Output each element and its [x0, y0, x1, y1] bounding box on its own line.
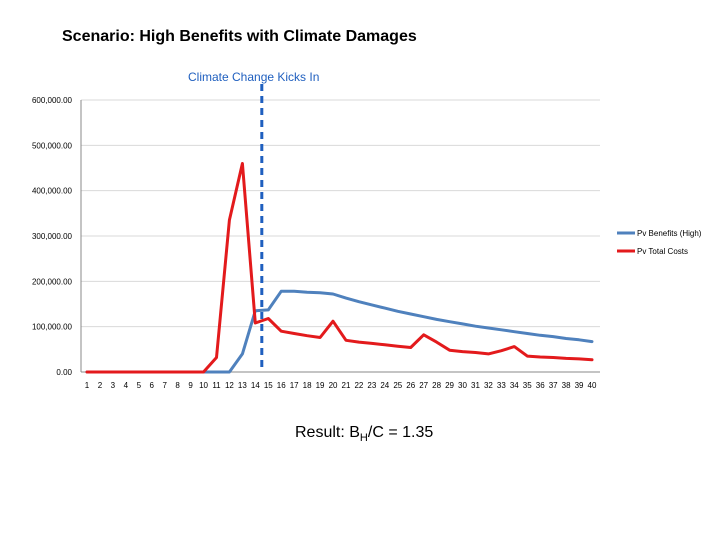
result-prefix: Result: B	[295, 424, 360, 441]
annotation-label: Climate Change Kicks In	[188, 70, 320, 84]
y-tick-label: 600,000.00	[32, 96, 73, 105]
x-tick-label: 25	[393, 381, 402, 390]
x-tick-label: 13	[238, 381, 247, 390]
x-tick-label: 1	[85, 381, 90, 390]
legend: Pv Benefits (High) Pv Total Costs	[617, 229, 702, 256]
result-text: Result: BH/C = 1.35	[295, 424, 433, 444]
x-tick-label: 6	[150, 381, 155, 390]
legend-label: Pv Total Costs	[637, 247, 688, 256]
x-tick-label: 36	[536, 381, 545, 390]
x-tick-label: 15	[264, 381, 273, 390]
x-tick-label: 21	[342, 381, 351, 390]
y-tick-label: 0.00	[56, 368, 72, 377]
x-tick-label: 10	[199, 381, 208, 390]
x-tick-label: 9	[188, 381, 193, 390]
x-tick-label: 29	[445, 381, 454, 390]
x-tick-label: 30	[458, 381, 467, 390]
y-axis-ticks: 0.00 100,000.00 200,000.00 300,000.00 400,00…	[32, 96, 73, 377]
x-tick-label: 37	[549, 381, 558, 390]
x-tick-label: 3	[111, 381, 116, 390]
series-lines	[85, 162, 594, 374]
x-tick-label: 28	[432, 381, 441, 390]
x-tick-label: 5	[137, 381, 142, 390]
x-tick-label: 11	[212, 381, 221, 390]
x-tick-label: 20	[329, 381, 338, 390]
y-tick-label: 500,000.00	[32, 141, 73, 150]
x-tick-label: 27	[419, 381, 428, 390]
x-tick-label: 19	[316, 381, 325, 390]
x-tick-label: 39	[575, 381, 584, 390]
legend-label: Pv Benefits (High)	[637, 229, 702, 238]
chart-title: Scenario: High Benefits with Climate Dam…	[62, 28, 417, 45]
x-tick-label: 16	[277, 381, 286, 390]
x-tick-label: 35	[523, 381, 532, 390]
x-tick-label: 38	[562, 381, 571, 390]
x-tick-label: 4	[124, 381, 129, 390]
x-tick-label: 14	[251, 381, 260, 390]
x-tick-label: 32	[484, 381, 493, 390]
costs-series-line	[85, 162, 594, 374]
x-tick-label: 33	[497, 381, 506, 390]
y-tick-label: 300,000.00	[32, 232, 73, 241]
x-tick-label: 34	[510, 381, 519, 390]
y-tick-label: 400,000.00	[32, 187, 73, 196]
y-tick-label: 100,000.00	[32, 323, 73, 332]
x-tick-label: 31	[471, 381, 480, 390]
y-tick-label: 200,000.00	[32, 277, 73, 286]
x-tick-label: 2	[98, 381, 103, 390]
x-tick-label: 18	[303, 381, 312, 390]
x-tick-label: 17	[290, 381, 299, 390]
x-tick-label: 40	[588, 381, 597, 390]
x-tick-label: 26	[406, 381, 415, 390]
x-tick-label: 22	[354, 381, 363, 390]
result-subscript: H	[359, 432, 368, 444]
gridlines	[80, 99, 600, 373]
x-tick-label: 8	[175, 381, 180, 390]
x-tick-label: 7	[162, 381, 167, 390]
x-tick-label: 12	[225, 381, 234, 390]
x-axis-ticks: 1 2 3 4 5 6 7 8 9 10 11 12 13 14 15 16 17 18 19 20 21 22 23 24 2…	[85, 381, 597, 390]
result-suffix: /C = 1.35	[367, 424, 434, 441]
x-tick-label: 23	[367, 381, 376, 390]
x-tick-label: 24	[380, 381, 389, 390]
